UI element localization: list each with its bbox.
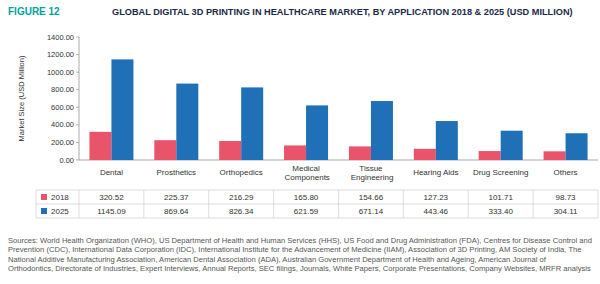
table-value: 826.34 — [229, 207, 254, 216]
label-line: Components — [282, 173, 330, 182]
y-axis-label: Market Size (USD Million) — [17, 55, 26, 141]
bar — [371, 101, 393, 160]
x-tick-label: Orthopedics — [220, 168, 263, 177]
table-value: 671.14 — [359, 207, 384, 216]
bar — [414, 149, 436, 160]
table-line — [338, 190, 339, 218]
bar — [176, 84, 198, 160]
bar — [154, 140, 176, 160]
table-value: 165.80 — [294, 193, 319, 202]
table-value: 1145.09 — [97, 207, 126, 216]
x-tick-label: Medical Components — [282, 164, 330, 182]
y-tick — [76, 89, 79, 90]
table-line — [36, 204, 598, 205]
y-tick-label: 400.00 — [51, 120, 74, 129]
label-line: Medical — [292, 164, 320, 173]
legend-swatch — [41, 208, 47, 214]
table-value: 443.46 — [424, 207, 449, 216]
table-line — [598, 190, 599, 218]
x-tick-label: Prosthetics — [157, 168, 197, 177]
y-tick — [76, 160, 79, 161]
y-tick — [76, 54, 79, 55]
table-line — [79, 190, 80, 218]
table-value: 127.23 — [424, 193, 449, 202]
y-tick — [76, 107, 79, 108]
y-tick — [76, 72, 79, 73]
bar — [566, 133, 588, 160]
x-tick-label: Others — [554, 168, 578, 177]
bar — [219, 141, 241, 160]
table-value: 216.29 — [229, 193, 254, 202]
table-value: 869.64 — [164, 207, 189, 216]
title: GLOBAL DIGITAL 3D PRINTING IN HEALTHCARE… — [112, 7, 573, 17]
y-tick-label: 1400.00 — [47, 33, 74, 42]
y-tick-label: 800.00 — [51, 85, 74, 94]
table-line — [403, 190, 404, 218]
figure-label: FIGURE 12 — [8, 6, 60, 17]
y-tick-label: 200.00 — [51, 138, 74, 147]
table-line — [273, 190, 274, 218]
table-line — [36, 190, 37, 218]
bar — [306, 105, 328, 160]
bar — [544, 151, 566, 160]
legend-label: 2025 — [51, 207, 69, 216]
bar — [501, 131, 523, 160]
y-axis-line — [79, 37, 80, 160]
y-tick-label: 600.00 — [51, 103, 74, 112]
table-line — [208, 190, 209, 218]
bar — [284, 145, 306, 160]
table-value: 304.11 — [554, 207, 578, 216]
y-tick-label: 1000.00 — [47, 68, 74, 77]
x-tick-label: Dental — [100, 168, 123, 177]
table-value: 154.66 — [359, 193, 384, 202]
legend-label: 2018 — [51, 193, 69, 202]
bar — [349, 146, 371, 160]
x-tick-label: Tissue Engineering — [348, 164, 393, 182]
y-tick — [76, 124, 79, 125]
bar — [436, 121, 458, 160]
y-tick — [76, 142, 79, 143]
table-line — [468, 190, 469, 218]
y-tick-label: 1200.00 — [47, 50, 74, 59]
legend-swatch — [41, 194, 47, 200]
table-line — [36, 218, 598, 219]
y-tick-label: 0.00 — [59, 156, 74, 165]
label-line: Engineering — [348, 173, 393, 182]
table-line — [533, 190, 534, 218]
source: Sources: World Health Organization (WHO)… — [8, 236, 592, 274]
bar — [111, 59, 133, 160]
table-line — [143, 190, 144, 218]
table-line — [36, 190, 598, 191]
table-value: 101.71 — [488, 193, 513, 202]
bar — [241, 87, 263, 160]
table-value: 333.40 — [488, 207, 513, 216]
table-value: 225.37 — [164, 193, 189, 202]
x-tick-label: Drug Screening — [473, 168, 529, 177]
y-tick — [76, 37, 79, 38]
bar — [479, 151, 501, 160]
table-value: 320.52 — [99, 193, 124, 202]
label-line: Tissue — [359, 164, 383, 173]
bar — [89, 132, 111, 160]
bars — [89, 59, 587, 160]
x-tick-label: Hearing Aids — [413, 168, 458, 177]
table-value: 621.59 — [294, 207, 319, 216]
table-value: 98.73 — [556, 193, 577, 202]
